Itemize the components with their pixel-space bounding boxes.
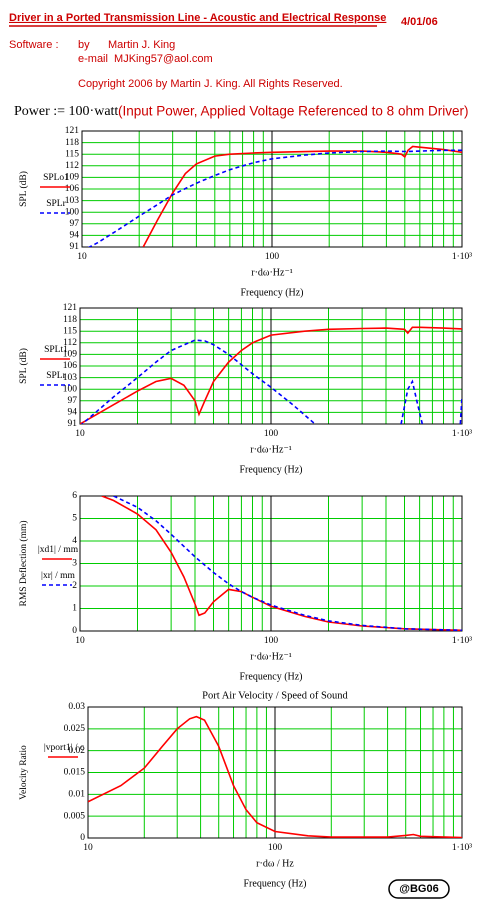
chart: 0 0.005 0.01 0.015 0.02 0.025 0.03 10 100 1·10³ |v… — [19, 690, 472, 889]
x-axis-label: r·dω·Hz⁻¹ — [251, 267, 293, 278]
x-axis-title: Frequency (Hz) — [243, 878, 306, 889]
x-tick-label: 1·10³ — [452, 252, 472, 262]
legend-label: SPLr — [46, 199, 66, 209]
x-tick-label: 10 — [83, 843, 93, 853]
y-tick-label: 97 — [70, 219, 80, 229]
author: Martin J. King — [108, 39, 175, 51]
series-line — [80, 326, 462, 424]
y-tick-label: 94 — [70, 231, 80, 241]
y-tick-label: 3 — [72, 559, 77, 569]
y-tick-label: 0.02 — [68, 746, 85, 756]
y-tick-label: 2 — [72, 581, 77, 591]
badge-box — [388, 879, 450, 899]
email: e-mail MJKing57@aol.com — [78, 53, 213, 65]
y-tick-label: 100 — [65, 207, 80, 217]
series-line — [101, 496, 462, 631]
x-axis-title: Frequency (Hz) — [240, 287, 303, 298]
plot-border — [81, 130, 463, 248]
by-label: by — [78, 39, 90, 51]
y-tick-label: 121 — [63, 303, 78, 313]
legend-label: SPLr — [46, 371, 66, 381]
y-axis-label: SPL (dB) — [18, 171, 29, 207]
y-tick-label: 6 — [72, 491, 77, 501]
plot-border — [79, 495, 463, 632]
copyright: Copyright 2006 by Martin J. King. All Ri… — [78, 78, 343, 90]
y-tick-label: 0 — [80, 833, 85, 843]
series-line — [87, 149, 462, 247]
y-tick-label: 103 — [63, 373, 78, 383]
y-tick-label: 118 — [63, 315, 77, 325]
y-tick-label: 109 — [65, 173, 80, 183]
y-tick-label: 0.03 — [68, 702, 85, 712]
software-label: Software : — [9, 39, 59, 51]
series-line — [142, 145, 462, 247]
x-axis-label: r·dω·Hz⁻¹ — [250, 651, 292, 662]
y-tick-label: 100 — [63, 384, 78, 394]
y-tick-label: 112 — [65, 161, 79, 171]
x-tick-label: 10 — [75, 429, 85, 439]
legend-label: SPLt1 — [44, 345, 68, 355]
x-tick-label: 100 — [268, 843, 283, 853]
y-tick-label: 1 — [72, 604, 77, 614]
series-line — [113, 496, 462, 631]
y-tick-label: 97 — [68, 396, 78, 406]
legend-label: SPLo1 — [43, 173, 69, 183]
x-tick-label: 1·10³ — [452, 843, 472, 853]
y-tick-label: 0.005 — [64, 811, 86, 821]
doc-title: Driver in a Ported Transmission Line - A… — [9, 12, 386, 24]
series-line — [88, 715, 462, 838]
y-tick-label: 103 — [65, 196, 80, 206]
y-tick-label: 106 — [65, 184, 80, 194]
y-axis-label: SPL (dB) — [18, 348, 29, 384]
y-tick-label: 0.01 — [68, 790, 85, 800]
y-tick-label: 94 — [68, 408, 78, 418]
series-line — [80, 339, 462, 424]
y-tick-label: 109 — [63, 350, 78, 360]
y-tick-label: 121 — [65, 126, 80, 136]
chart-title: Port Air Velocity / Speed of Sound — [202, 690, 348, 701]
x-tick-label: 1·10³ — [452, 429, 472, 439]
y-tick-label: 106 — [63, 361, 78, 371]
x-tick-label: 100 — [264, 636, 279, 646]
plot-border — [87, 706, 463, 839]
y-axis-label: Velocity Ratio — [19, 745, 29, 800]
legend-label: |xd1| / mm — [38, 545, 79, 555]
y-tick-label: 118 — [65, 138, 79, 148]
y-axis-label: RMS Deflection (mm) — [18, 520, 29, 606]
x-tick-label: 100 — [264, 429, 279, 439]
x-tick-label: 1·10³ — [452, 636, 472, 646]
y-tick-label: 4 — [72, 536, 77, 546]
x-axis-label: r·dω·Hz⁻¹ — [250, 444, 292, 455]
plot-border — [79, 307, 463, 425]
x-axis-title: Frequency (Hz) — [239, 464, 302, 475]
y-tick-label: 115 — [65, 149, 79, 159]
x-axis-title: Frequency (Hz) — [239, 671, 302, 682]
legend-label: |xr| / mm — [41, 571, 75, 581]
y-tick-label: 0 — [72, 626, 77, 636]
power-formula: Power := 100·watt — [14, 104, 118, 119]
y-tick-label: 112 — [63, 338, 77, 348]
y-tick-label: 91 — [70, 242, 80, 252]
y-tick-label: 115 — [63, 326, 77, 336]
legend-label: |vport1| / c — [44, 743, 84, 753]
y-tick-label: 0.025 — [64, 724, 86, 734]
chart: 0 1 2 3 4 5 6 10 100 1·10³ |xd1| / mm |xr| / mm RMS … — [18, 491, 472, 682]
y-tick-label: 5 — [72, 514, 77, 524]
x-tick-label: 10 — [77, 252, 87, 262]
y-tick-label: 91 — [68, 419, 78, 429]
x-tick-label: 10 — [75, 636, 85, 646]
doc-date: 4/01/06 — [401, 16, 438, 28]
y-tick-label: 0.015 — [64, 768, 86, 778]
power-note: (Input Power, Applied Voltage Referenced… — [118, 104, 468, 119]
badge: @BG06 — [399, 883, 438, 895]
x-axis-label: r·dω / Hz — [256, 858, 294, 869]
x-tick-label: 100 — [265, 252, 280, 262]
